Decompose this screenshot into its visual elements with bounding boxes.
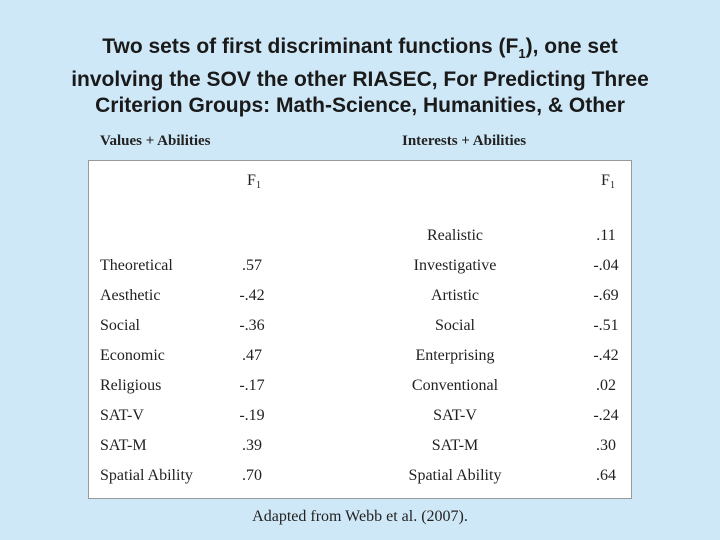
- left-heading: Values + Abilities: [100, 133, 211, 149]
- row-label: Enterprising: [415, 347, 495, 364]
- column-header: F1: [154, 172, 354, 195]
- row-label: SAT-M: [431, 437, 479, 454]
- column-label: F: [601, 172, 610, 189]
- title-text: Two sets of first discriminant functions…: [102, 35, 519, 58]
- row-value: -.17: [239, 377, 265, 394]
- row-value: -.24: [593, 407, 619, 424]
- title-subscript: 1: [518, 46, 526, 62]
- row-value: .39: [242, 437, 262, 454]
- row-value: -.04: [593, 257, 619, 274]
- row-value: .57: [242, 257, 262, 274]
- column-subscript: 1: [609, 180, 615, 191]
- title: Two sets of first discriminant functions…: [0, 34, 720, 119]
- row-label: Realistic: [427, 227, 483, 244]
- title-line: involving the SOV the other RIASEC, For …: [71, 68, 649, 92]
- row-value: .64: [596, 467, 616, 484]
- row-label: Social: [435, 317, 475, 334]
- source: Adapted from Webb et al. (2007).: [252, 508, 468, 525]
- row-label: Investigative: [413, 257, 497, 274]
- row-label: Social: [100, 317, 140, 334]
- right-heading: Interests + Abilities: [402, 133, 527, 149]
- row-label: Theoretical: [100, 257, 173, 274]
- row-value: -.42: [593, 347, 619, 364]
- row-label: Conventional: [411, 377, 499, 394]
- row-label: Spatial Ability: [408, 467, 502, 484]
- column-label: F: [247, 172, 256, 189]
- title-text: ), one set: [525, 35, 618, 58]
- row-value: -.42: [239, 287, 265, 304]
- table-box: F1 F1 Theoretical .57 Aesthetic -.42 Social -.3…: [88, 160, 632, 499]
- row-label: Spatial Ability: [100, 467, 193, 484]
- row-value: .30: [596, 437, 616, 454]
- row-label: SAT-V: [433, 407, 477, 424]
- column-subscript: 1: [255, 180, 261, 191]
- row-label: Religious: [100, 377, 162, 394]
- row-label: SAT-V: [100, 407, 144, 424]
- row-value: -.51: [593, 317, 619, 334]
- row-value: .47: [242, 347, 262, 364]
- row-label: Aesthetic: [100, 287, 161, 304]
- row-value: .70: [242, 467, 262, 484]
- row-label: SAT-M: [100, 437, 147, 454]
- row-label: Economic: [100, 347, 165, 364]
- row-value: .02: [596, 377, 616, 394]
- row-value: -.69: [593, 287, 619, 304]
- title-line: Two sets of first discriminant functions…: [0, 34, 720, 67]
- row-value: .11: [596, 227, 616, 244]
- column-header: F1: [508, 172, 708, 195]
- row-label: Artistic: [431, 287, 479, 304]
- title-line: Criterion Groups: Math-Science, Humaniti…: [95, 94, 625, 118]
- row-value: -.36: [239, 317, 265, 334]
- row-value: -.19: [239, 407, 265, 424]
